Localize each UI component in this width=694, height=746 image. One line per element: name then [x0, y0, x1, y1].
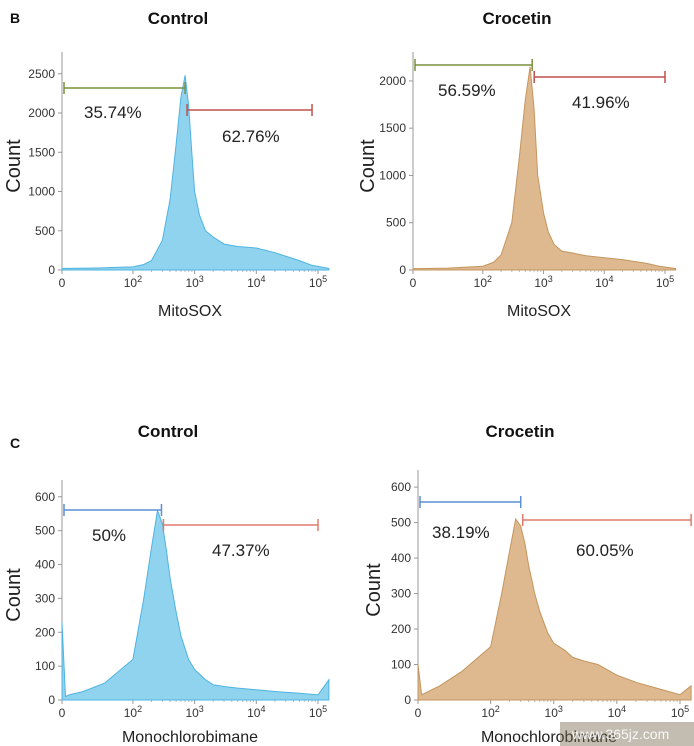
- y-tick-label: 100: [35, 659, 55, 673]
- y-tick-label: 500: [386, 216, 406, 230]
- x-tick-label: 0: [415, 706, 422, 720]
- gate-percent-label: 56.59%: [438, 81, 496, 100]
- x-tick-label: 0: [59, 706, 66, 720]
- x-tick-label: 0: [410, 276, 417, 290]
- y-axis-label: Count: [357, 139, 379, 193]
- histogram-area: [61, 510, 330, 701]
- y-tick-label: 300: [35, 591, 55, 605]
- x-tick-label: 103: [545, 704, 563, 720]
- x-tick-label: 105: [656, 274, 674, 290]
- y-tick-label: 100: [391, 658, 411, 672]
- y-tick-label: 200: [391, 622, 411, 636]
- y-tick-label: 0: [399, 263, 406, 277]
- chart-b-control: Control 0 500 1000 1500 2000 2500 0 102 103 104 105…: [3, 9, 330, 320]
- chart-title: Control: [138, 422, 198, 441]
- histogram-area: [417, 517, 692, 701]
- y-axis-label: Count: [3, 568, 25, 622]
- chart-c-control: Control 0 100 200 300 400 500 600 0 102 103 104 105 5…: [3, 422, 330, 746]
- gate-percent-label: 62.76%: [222, 127, 280, 146]
- x-tick-label: 102: [124, 704, 142, 720]
- gate-percent-label: 35.74%: [84, 103, 142, 122]
- x-tick-label: 102: [481, 704, 499, 720]
- y-tick-label: 500: [35, 524, 55, 538]
- y-tick-label: 400: [35, 558, 55, 572]
- x-tick-label: 104: [608, 704, 626, 720]
- x-tick-label: 104: [595, 274, 613, 290]
- x-tick-label: 104: [247, 274, 265, 290]
- gate-percent-label: 47.37%: [212, 541, 270, 560]
- gate-percent-label: 50%: [92, 526, 126, 545]
- chart-title: Crocetin: [486, 422, 555, 441]
- histogram-area: [412, 66, 677, 271]
- x-tick-label: 103: [185, 704, 203, 720]
- y-axis-label: Count: [3, 139, 25, 193]
- watermark: www.365jz.com: [571, 726, 669, 742]
- y-axis-label: Count: [363, 563, 385, 617]
- chart-c-crocetin: Crocetin 0 100 200 300 400 500 600 0 102 103 104 105…: [363, 422, 692, 746]
- y-tick-label: 0: [48, 693, 55, 707]
- y-tick-label: 0: [48, 263, 55, 277]
- x-axis-label: Monochlorobimane: [481, 729, 617, 746]
- chart-b-crocetin: Crocetin 0 500 1000 1500 2000 0 102 103 104 105 56.…: [357, 9, 677, 320]
- y-tick-label: 1500: [28, 145, 55, 159]
- x-tick-label: 104: [247, 704, 265, 720]
- y-tick-label: 500: [35, 224, 55, 238]
- y-tick-label: 1000: [28, 185, 55, 199]
- y-tick-label: 300: [391, 587, 411, 601]
- y-tick-label: 0: [404, 693, 411, 707]
- x-tick-label: 103: [534, 274, 552, 290]
- x-tick-label: 0: [59, 276, 66, 290]
- x-tick-label: 102: [474, 274, 492, 290]
- gate-percent-label: 41.96%: [572, 93, 630, 112]
- watermark-backdrop: [560, 722, 694, 746]
- panel-letter-c: C: [10, 435, 20, 451]
- x-axis-label: Monochlorobimane: [122, 729, 258, 746]
- panel-letter-b: B: [10, 10, 20, 26]
- y-tick-label: 2000: [379, 74, 406, 88]
- x-axis-label: MitoSOX: [158, 303, 222, 320]
- chart-title: Control: [148, 9, 208, 28]
- y-tick-label: 2500: [28, 67, 55, 81]
- y-tick-label: 200: [35, 625, 55, 639]
- x-tick-label: 102: [124, 274, 142, 290]
- y-tick-label: 400: [391, 551, 411, 565]
- x-axis-label: MitoSOX: [507, 303, 571, 320]
- y-tick-label: 600: [391, 480, 411, 494]
- x-tick-label: 105: [309, 274, 327, 290]
- y-tick-label: 2000: [28, 106, 55, 120]
- x-tick-label: 103: [185, 274, 203, 290]
- y-tick-label: 1000: [379, 168, 406, 182]
- gate-percent-label: 38.19%: [432, 523, 490, 542]
- x-tick-label: 105: [671, 704, 689, 720]
- x-tick-label: 105: [309, 704, 327, 720]
- y-tick-label: 500: [391, 516, 411, 530]
- chart-title: Crocetin: [483, 9, 552, 28]
- y-tick-label: 600: [35, 490, 55, 504]
- y-tick-label: 1500: [379, 121, 406, 135]
- histogram-area: [61, 75, 330, 271]
- gate-percent-label: 60.05%: [576, 541, 634, 560]
